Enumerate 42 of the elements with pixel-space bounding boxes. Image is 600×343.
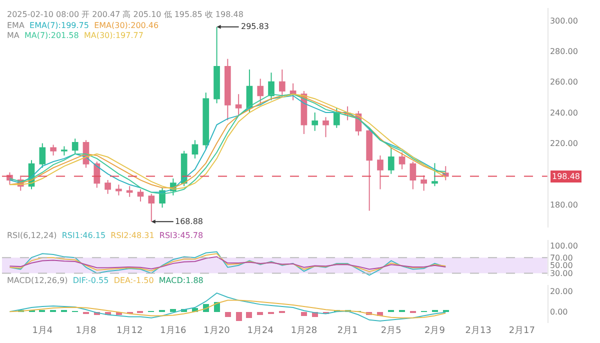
- text: RSI3:45.78: [159, 231, 204, 240]
- x-tick-label: 2月13: [465, 326, 492, 336]
- y-tick-label: 220.00: [550, 139, 578, 148]
- y-tick-label: 280.00: [550, 46, 578, 56]
- y-tick-label: 70.00: [550, 253, 573, 262]
- x-tick-label: 1月28: [290, 326, 318, 336]
- annotation: RSI(6,12,24): [7, 231, 57, 240]
- x-tick-label: 1月16: [160, 326, 187, 336]
- x-tick-label: 2月17: [508, 326, 536, 336]
- text: DIF:-0.55: [72, 276, 109, 285]
- y-tick-label: 240.00: [550, 108, 578, 118]
- x-tick-label: 1月8: [76, 326, 96, 336]
- x-tick-label: 1月12: [116, 326, 143, 336]
- annotation: MACD(12,26,9): [7, 276, 68, 285]
- x-tick-label: 2月1: [337, 326, 358, 336]
- y-tick-label: 0.00: [550, 307, 568, 316]
- x-tick-label: 2月5: [380, 326, 402, 336]
- y-tick-label: 50.00: [550, 261, 573, 270]
- annotation: 2025-02-10 08:00 开 200.47 高 205.10 低 195.85 收 198.48: [7, 10, 244, 19]
- annotation: 168.88: [175, 217, 203, 226]
- series-label: RSI1:46.15: [62, 231, 106, 240]
- y-tick-label: 180.00: [550, 200, 578, 210]
- annotation: 295.83: [241, 22, 269, 31]
- text: RSI2:48.31: [110, 231, 154, 240]
- text: EMA(7):199.75: [30, 21, 89, 30]
- text: EMA(30):200.46: [94, 21, 159, 30]
- x-tick-label: 1月4: [32, 326, 53, 336]
- y-tick-label: 30.00: [550, 269, 573, 278]
- ref-line-label: 198.48: [552, 172, 580, 181]
- text: DEA:-1.50: [114, 276, 154, 285]
- text: MA(7):201.58: [24, 31, 79, 40]
- x-tick-label: 2月9: [424, 326, 446, 336]
- y-tick-label: 260.00: [550, 78, 578, 87]
- annotation: MA: [7, 31, 20, 40]
- y-tick-label: 100.00: [550, 242, 578, 251]
- x-tick-label: 1月20: [204, 326, 230, 336]
- y-tick-label: 300.00: [550, 16, 578, 26]
- annotation: EMA: [7, 21, 24, 30]
- text: MACD:1.88: [158, 276, 204, 285]
- text: MA(30):197.77: [84, 31, 144, 40]
- y-tick-label: 20.00: [550, 286, 573, 296]
- x-tick-label: 1月24: [247, 326, 274, 336]
